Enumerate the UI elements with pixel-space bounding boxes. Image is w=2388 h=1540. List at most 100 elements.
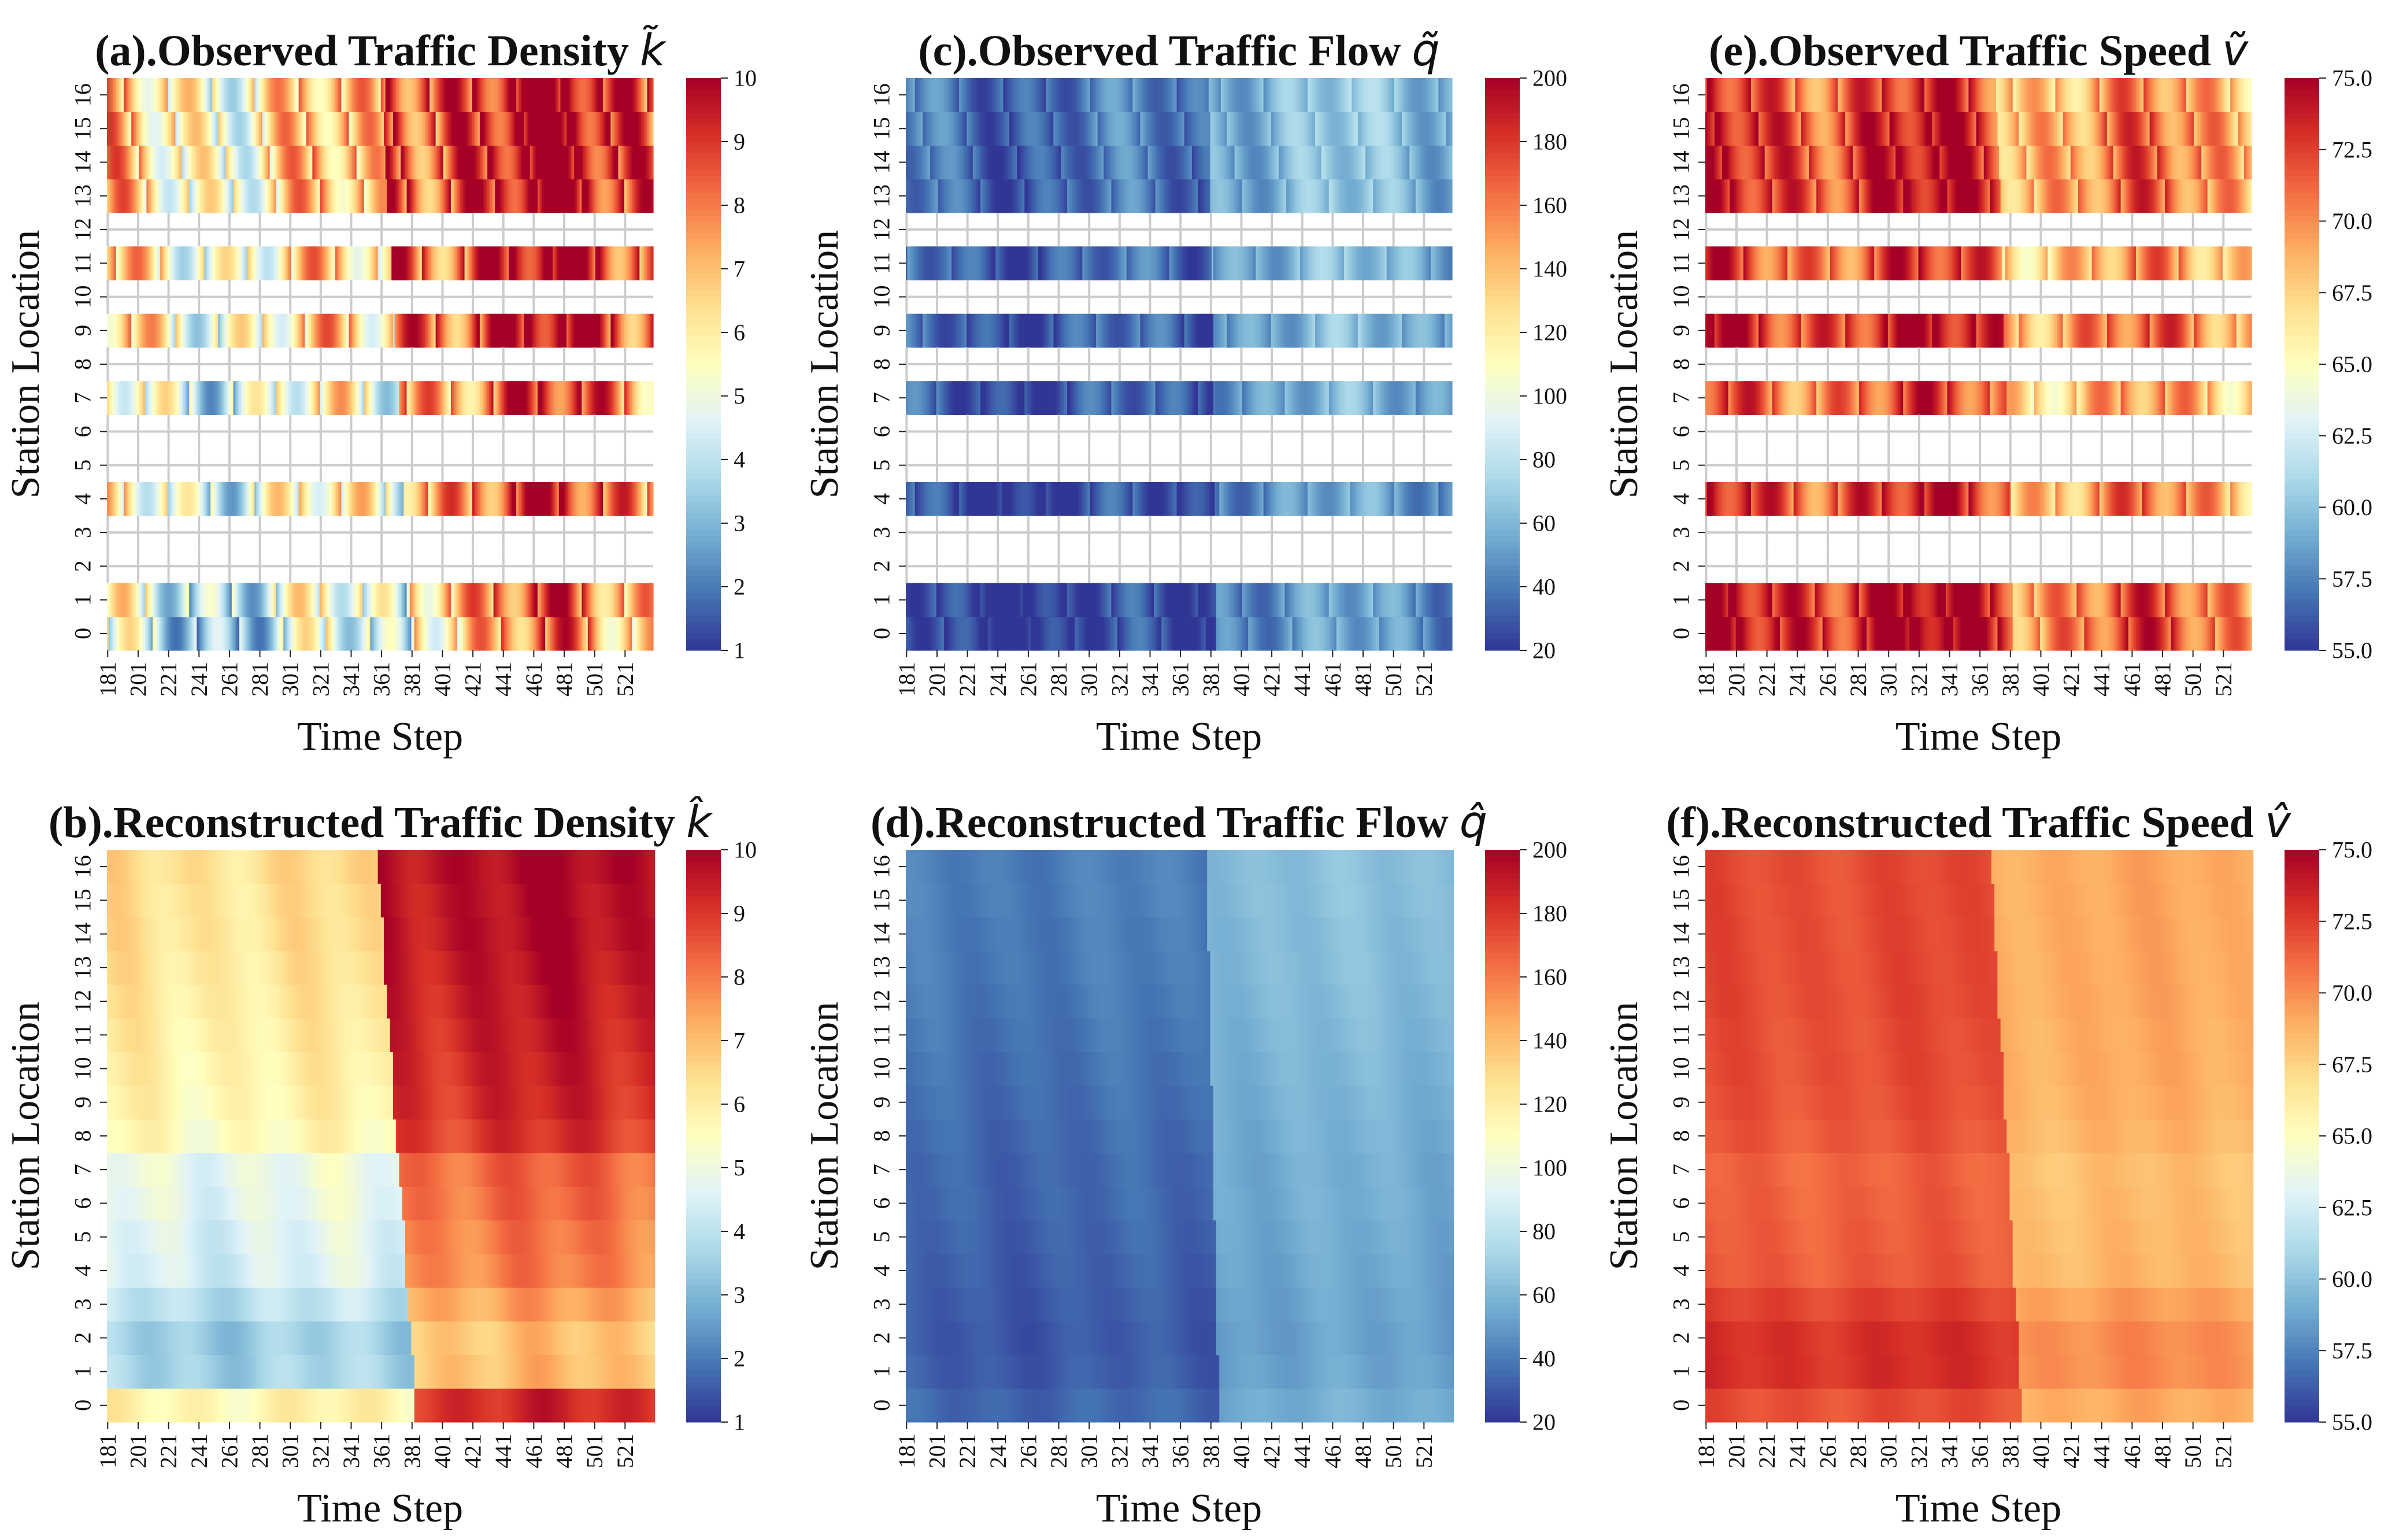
heatmap-cell xyxy=(184,381,187,415)
heatmap-cell xyxy=(649,1321,652,1356)
heatmap-cell xyxy=(645,1354,649,1389)
heatmap-cell xyxy=(210,1321,214,1356)
heatmap-cell xyxy=(351,482,354,516)
heatmap-cell xyxy=(335,1253,339,1288)
heatmap-cell xyxy=(166,78,168,112)
heatmap-cell xyxy=(423,78,425,112)
heatmap-cell xyxy=(301,616,304,651)
heatmap-cell xyxy=(484,1321,488,1356)
heatmap-cell xyxy=(113,78,115,112)
heatmap-cell xyxy=(166,616,168,651)
heatmap-cell xyxy=(158,1220,162,1254)
heatmap-cell xyxy=(321,482,324,516)
heatmap-cell xyxy=(632,112,634,146)
heatmap-cell xyxy=(533,1220,536,1254)
heatmap-cell xyxy=(332,583,334,617)
heatmap-cell xyxy=(313,381,316,415)
panel-b: (b).Reconstructed Traffic Density k̂0123… xyxy=(3,796,757,1531)
heatmap-cell xyxy=(362,179,365,213)
heatmap-cell xyxy=(432,1253,436,1288)
heatmap-cell xyxy=(125,179,127,213)
heatmap-cell xyxy=(530,1321,534,1356)
heatmap-cell xyxy=(438,1253,442,1288)
heatmap-cell xyxy=(122,112,124,146)
heatmap-cell xyxy=(286,145,288,180)
heatmap-cell xyxy=(393,1287,397,1321)
heatmap-cell xyxy=(368,583,371,617)
heatmap-cell xyxy=(396,482,398,516)
heatmap-cell xyxy=(557,145,560,180)
heatmap-cell xyxy=(269,313,272,348)
heatmap-cell xyxy=(401,583,403,617)
heatmap-cell xyxy=(431,179,433,213)
heatmap-cell xyxy=(300,583,302,617)
colorbar-segment xyxy=(686,387,721,394)
colorbar-segment xyxy=(686,203,721,210)
colorbar-segment xyxy=(686,484,721,491)
heatmap-cell xyxy=(245,616,247,651)
heatmap-cell xyxy=(514,145,517,180)
heatmap-cell xyxy=(473,616,476,651)
heatmap-cell xyxy=(414,313,416,348)
heatmap-cell xyxy=(335,179,338,213)
heatmap-cell xyxy=(546,112,549,146)
heatmap-cell xyxy=(367,246,369,281)
heatmap-cell xyxy=(195,313,197,348)
heatmap-cell xyxy=(592,381,594,415)
heatmap-cell xyxy=(218,616,220,651)
heatmap-cell xyxy=(460,246,462,281)
heatmap-cell xyxy=(566,1354,570,1389)
heatmap-cell xyxy=(324,482,327,516)
heatmap-cell xyxy=(507,313,509,348)
heatmap-cell xyxy=(243,1220,247,1254)
heatmap-cell xyxy=(282,145,284,180)
heatmap-cell xyxy=(187,78,190,112)
heatmap-cell xyxy=(450,78,453,112)
heatmap-cell xyxy=(214,78,217,112)
heatmap-cell xyxy=(152,1287,156,1321)
heatmap-cell xyxy=(589,482,591,516)
heatmap-cell xyxy=(599,179,602,213)
heatmap-cell xyxy=(280,1354,284,1389)
heatmap-cell xyxy=(454,1287,458,1321)
heatmap-cell xyxy=(519,246,521,281)
heatmap-cell xyxy=(411,1287,415,1321)
heatmap-cell xyxy=(469,616,471,651)
heatmap-cell xyxy=(445,145,447,180)
heatmap-cell xyxy=(284,246,287,281)
heatmap-cell xyxy=(368,1287,372,1321)
heatmap-cell xyxy=(190,78,193,112)
heatmap-cell xyxy=(430,179,432,213)
colorbar-segment xyxy=(686,490,721,497)
heatmap-cell xyxy=(542,1287,546,1321)
heatmap-cell xyxy=(338,1253,342,1288)
heatmap-cell xyxy=(271,482,273,516)
heatmap-cell xyxy=(120,145,123,180)
heatmap-cell xyxy=(397,583,399,617)
heatmap-cell xyxy=(591,1220,594,1254)
heatmap-cell xyxy=(301,1321,305,1356)
heatmap-cell xyxy=(240,1354,245,1389)
heatmap-cell xyxy=(442,616,444,651)
heatmap-cell xyxy=(586,482,588,516)
heatmap-cell xyxy=(221,381,223,415)
heatmap-cell xyxy=(372,1354,375,1389)
colorbar-segment xyxy=(686,198,721,205)
heatmap-cell xyxy=(151,78,153,112)
heatmap-cell xyxy=(228,112,231,146)
heatmap-cell xyxy=(430,78,432,112)
heatmap-cell xyxy=(219,1287,223,1321)
colorbar-segment xyxy=(686,524,721,531)
heatmap-cell xyxy=(231,482,234,516)
heatmap-cell xyxy=(636,1321,640,1356)
heatmap-cell xyxy=(140,381,143,415)
colorbar-segment xyxy=(686,95,721,102)
heatmap-cell xyxy=(528,246,531,281)
heatmap-cell xyxy=(403,179,406,213)
heatmap-cell xyxy=(499,78,502,112)
heatmap-cell xyxy=(640,381,643,415)
heatmap-cell xyxy=(540,112,543,146)
heatmap-cell xyxy=(183,1220,187,1254)
heatmap-cell xyxy=(161,1354,165,1389)
heatmap-cell xyxy=(313,313,316,348)
